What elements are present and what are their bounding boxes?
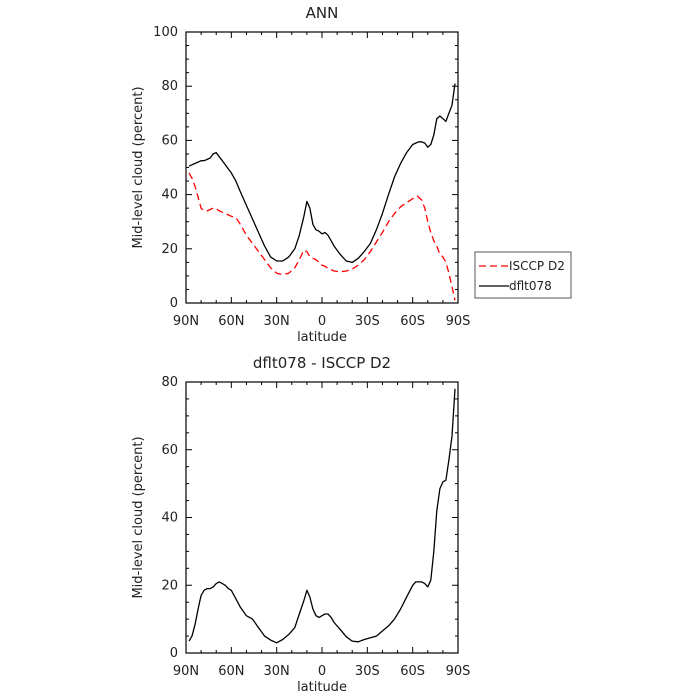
- x-axis-label: latitude: [297, 680, 347, 695]
- series-line-dflt078: [188, 83, 456, 264]
- chart-title: dflt078 - ISCCP D2: [253, 354, 391, 372]
- x-tick-label: 90N: [173, 314, 199, 329]
- series-line-difference: [188, 388, 456, 644]
- y-tick-label: 0: [170, 646, 178, 661]
- y-tick-label: 20: [161, 242, 178, 257]
- x-tick-label: 60S: [400, 314, 425, 329]
- y-axis-label: Mid-level cloud (percent): [131, 86, 146, 248]
- series-line-isccp-d2: [188, 172, 456, 301]
- legend: ISCCP D2 dflt078: [474, 251, 572, 299]
- x-tick-label: 60N: [218, 314, 244, 329]
- x-tick-label: 30S: [355, 314, 380, 329]
- top-panel: ANN latitude Mid-level cloud (percent) 9…: [131, 4, 470, 345]
- x-tick-label: 90S: [446, 314, 471, 329]
- plot-frame: [185, 381, 459, 654]
- y-tick-label: 40: [161, 188, 178, 203]
- x-tick-label: 30S: [355, 664, 380, 679]
- x-tick-label: 60S: [400, 664, 425, 679]
- legend-box: [474, 251, 572, 299]
- x-tick-label: 90N: [173, 664, 199, 679]
- legend-label-dflt078: dflt078: [509, 279, 552, 293]
- y-tick-label: 40: [161, 511, 178, 526]
- y-axis-label: Mid-level cloud (percent): [131, 436, 146, 598]
- x-axis-label: latitude: [297, 330, 347, 345]
- x-tick-label: 90S: [446, 664, 471, 679]
- x-tick-label: 30N: [264, 314, 290, 329]
- x-tick-label: 0: [318, 664, 326, 679]
- y-tick-label: 60: [161, 443, 178, 458]
- bottom-panel: dflt078 - ISCCP D2 latitude Mid-level cl…: [131, 354, 470, 695]
- y-tick-label: 100: [153, 25, 178, 40]
- y-tick-label: 80: [161, 375, 178, 390]
- x-tick-label: 30N: [264, 664, 290, 679]
- y-tick-label: 0: [170, 296, 178, 311]
- y-tick-label: 20: [161, 578, 178, 593]
- y-tick-label: 60: [161, 133, 178, 148]
- chart-title: ANN: [306, 4, 339, 22]
- x-tick-label: 0: [318, 314, 326, 329]
- y-tick-label: 80: [161, 79, 178, 94]
- x-tick-label: 60N: [218, 664, 244, 679]
- legend-label-isccp: ISCCP D2: [509, 259, 565, 273]
